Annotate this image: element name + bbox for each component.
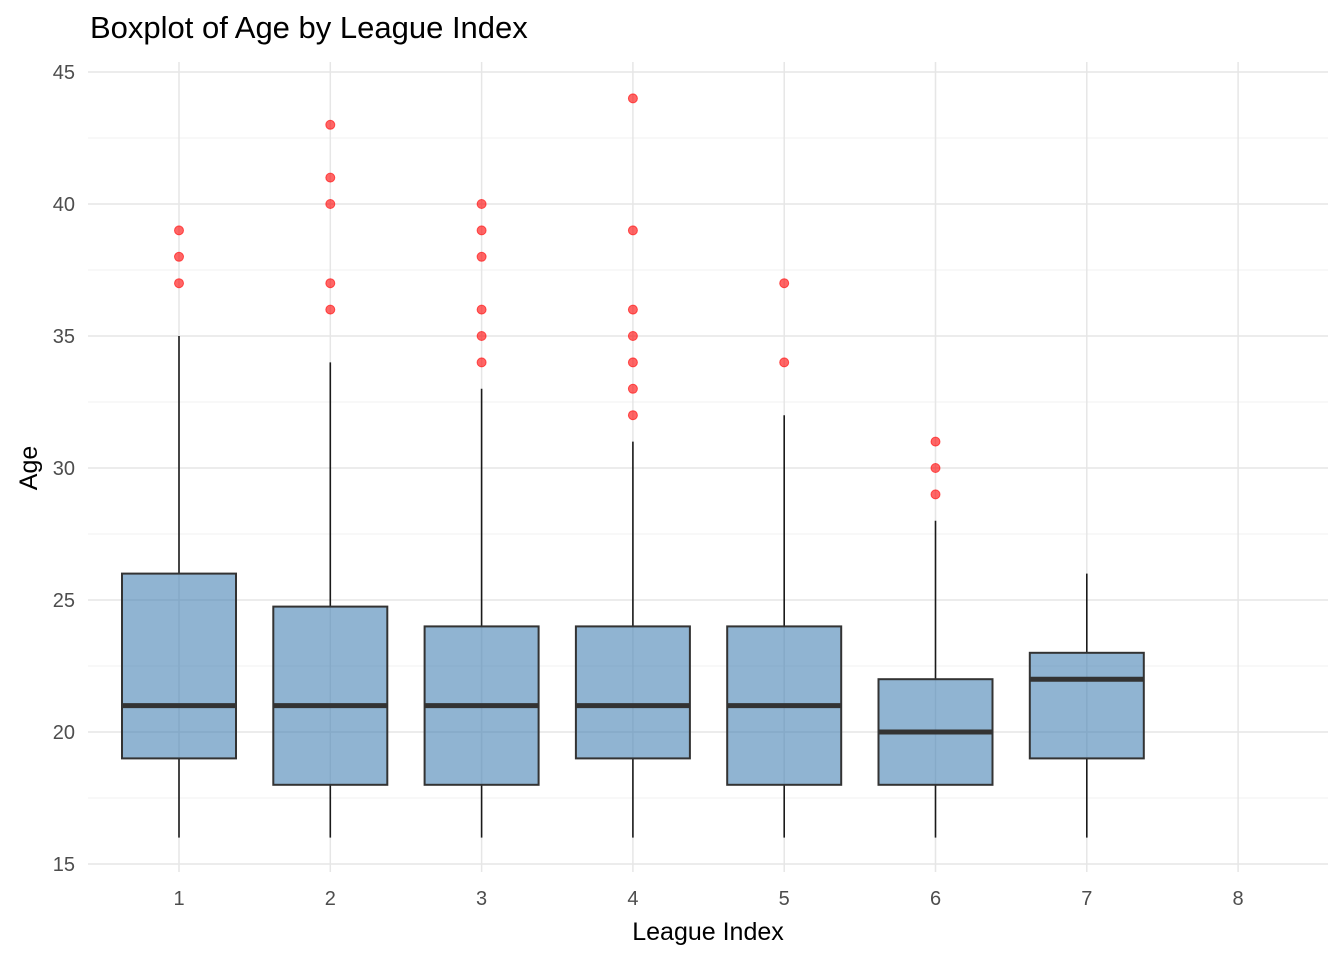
x-tick-label: 1 xyxy=(173,888,184,910)
chart-title: Boxplot of Age by League Index xyxy=(90,10,528,45)
y-tick-label: 15 xyxy=(53,854,75,876)
outlier-point xyxy=(779,278,790,289)
y-axis-title: Age xyxy=(15,446,43,490)
box-body xyxy=(574,625,691,760)
x-tick-label: 5 xyxy=(779,888,790,910)
outlier-point xyxy=(476,331,487,341)
box-4 xyxy=(574,441,691,838)
outlier-point xyxy=(627,383,638,394)
y-tick-label: 30 xyxy=(53,458,75,480)
box-1 xyxy=(121,336,237,838)
box-body xyxy=(121,572,237,760)
outlier-point xyxy=(325,278,336,289)
x-tick-label: 2 xyxy=(325,888,336,910)
outliers xyxy=(174,93,941,500)
x-tick-label: 8 xyxy=(1233,888,1244,910)
outlier-point xyxy=(627,357,638,368)
box-body xyxy=(1028,651,1145,760)
outlier-point xyxy=(930,436,941,447)
box-7 xyxy=(1028,573,1145,838)
y-tick-label: 20 xyxy=(53,722,75,744)
outlier-point xyxy=(476,225,487,236)
box-3 xyxy=(423,388,540,838)
x-tick-label: 4 xyxy=(627,888,638,910)
y-tick-label: 25 xyxy=(53,590,75,612)
outlier-point xyxy=(476,304,487,315)
outlier-point xyxy=(627,304,638,315)
x-tick-label: 7 xyxy=(1081,888,1092,910)
x-tick-label: 3 xyxy=(476,888,487,910)
outlier-point xyxy=(174,278,184,289)
outlier-point xyxy=(174,225,184,236)
outlier-point xyxy=(930,463,941,473)
outlier-point xyxy=(627,410,638,421)
outlier-point xyxy=(779,357,790,368)
y-tick-label: 45 xyxy=(53,62,75,84)
box-6 xyxy=(877,520,994,838)
x-axis-title: League Index xyxy=(632,918,784,946)
outlier-point xyxy=(476,199,487,209)
outlier-point xyxy=(325,304,336,315)
outlier-point xyxy=(476,251,487,262)
boxes xyxy=(121,336,1145,838)
outlier-point xyxy=(627,225,638,236)
y-tick-label: 35 xyxy=(53,326,75,348)
outlier-point xyxy=(627,331,638,341)
box-5 xyxy=(726,415,843,838)
x-tick-label: 6 xyxy=(930,888,941,910)
outlier-point xyxy=(325,172,336,183)
outlier-point xyxy=(325,199,336,209)
box-2 xyxy=(272,362,389,838)
outlier-point xyxy=(627,93,638,104)
outlier-point xyxy=(325,119,336,130)
outlier-point xyxy=(476,357,487,368)
outlier-point xyxy=(930,489,941,500)
y-tick-label: 40 xyxy=(53,194,75,216)
outlier-point xyxy=(174,251,184,262)
box-body xyxy=(272,605,389,786)
